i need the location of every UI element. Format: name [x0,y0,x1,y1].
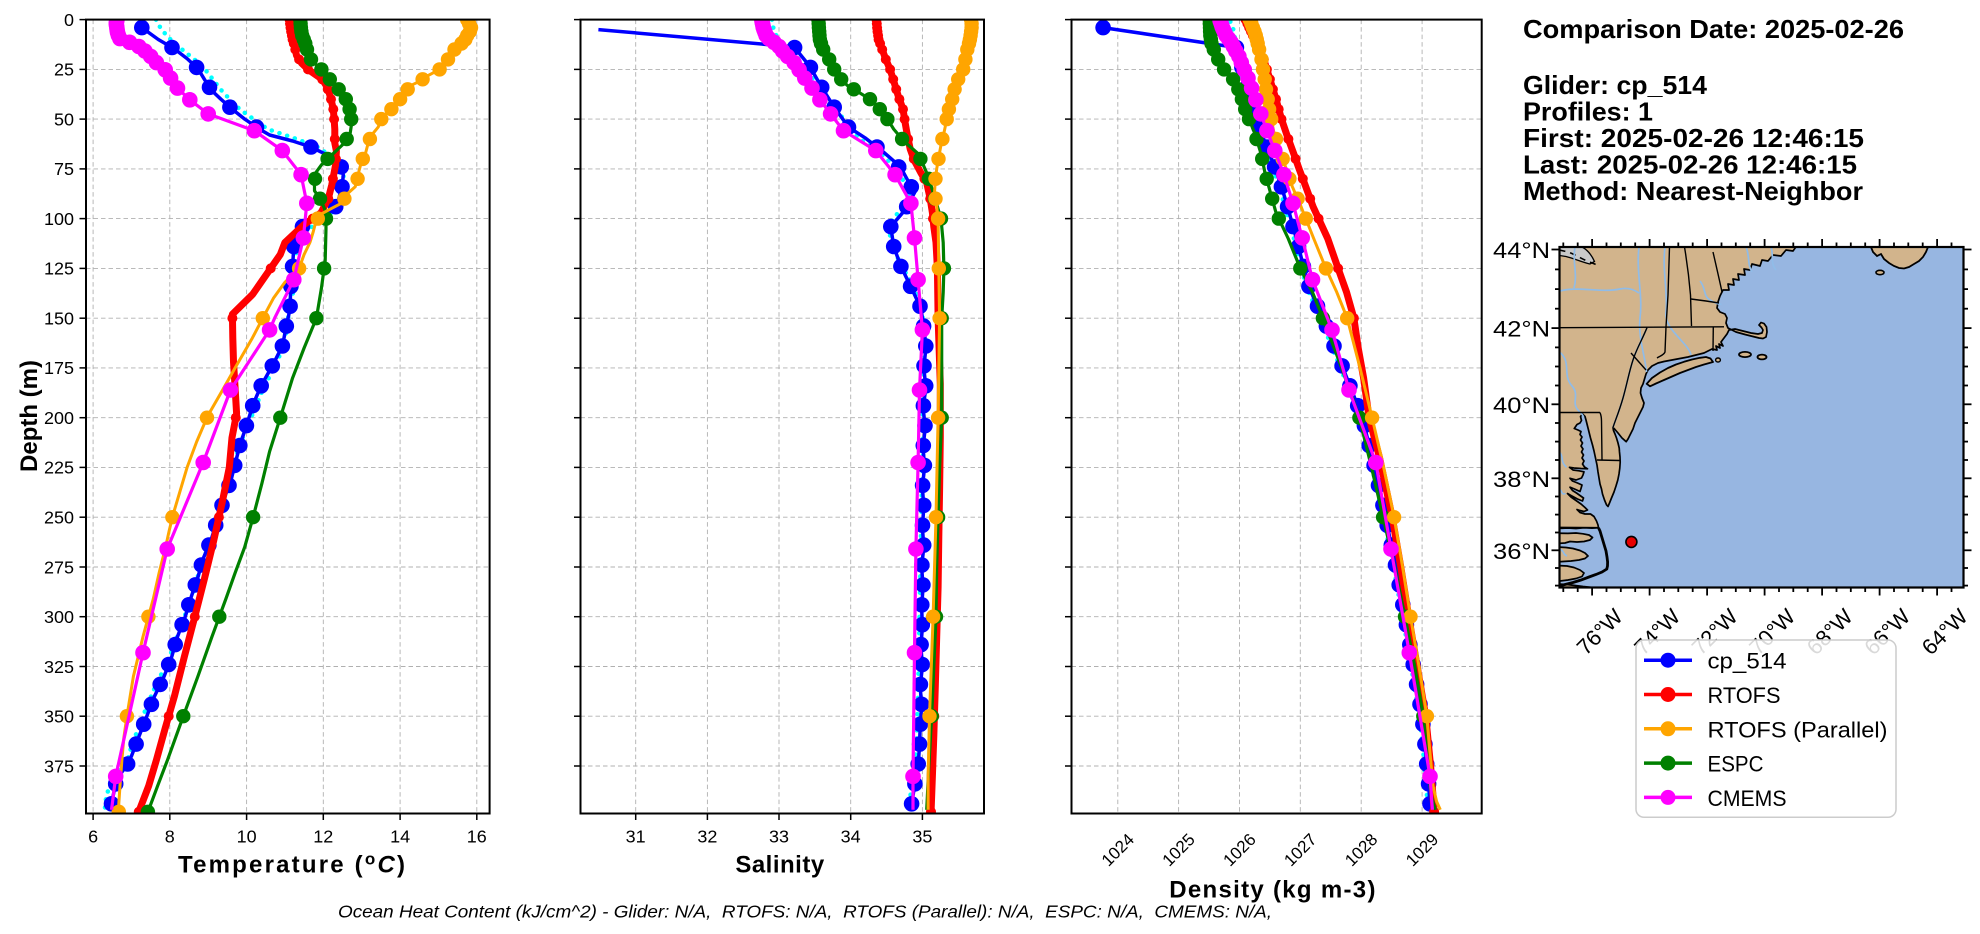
svg-text:RTOFS (Parallel): RTOFS (Parallel) [1708,717,1888,742]
svg-text:Depth (m): Depth (m) [16,360,43,472]
svg-text:40°N: 40°N [1493,393,1550,418]
svg-text:275: 275 [44,557,74,577]
svg-text:34: 34 [841,827,861,847]
svg-text:200: 200 [44,408,74,428]
svg-text:100: 100 [44,209,74,229]
svg-text:14: 14 [390,827,410,847]
svg-text:Density (kg m-3): Density (kg m-3) [1169,877,1377,904]
svg-text:350: 350 [44,707,74,727]
svg-text:First: 2025-02-26 12:46:15: First: 2025-02-26 12:46:15 [1523,123,1864,153]
svg-text:Glider: cp_514: Glider: cp_514 [1523,70,1708,100]
svg-text:33: 33 [769,827,789,847]
svg-text:31: 31 [626,827,646,847]
svg-text:ESPC: ESPC [1708,752,1764,777]
svg-text:150: 150 [44,309,74,329]
svg-text:Last: 2025-02-26 12:46:15: Last: 2025-02-26 12:46:15 [1523,150,1857,180]
svg-text:250: 250 [44,508,74,528]
svg-text:50: 50 [54,109,74,129]
svg-text:36°N: 36°N [1493,539,1550,564]
svg-text:Method: Nearest-Neighbor: Method: Nearest-Neighbor [1523,176,1863,206]
svg-text:125: 125 [44,259,74,279]
svg-text:Ocean Heat Content (kJ/cm^2) -: Ocean Heat Content (kJ/cm^2) - Glider: N… [338,902,1272,922]
svg-text:32: 32 [697,827,717,847]
svg-text:325: 325 [44,657,74,677]
svg-text:Profiles: 1: Profiles: 1 [1523,97,1653,127]
svg-text:cp_514: cp_514 [1708,649,1787,674]
svg-text:12: 12 [313,827,333,847]
svg-text:RTOFS: RTOFS [1708,683,1781,708]
svg-text:38°N: 38°N [1493,467,1550,492]
svg-text:35: 35 [912,827,932,847]
svg-text:375: 375 [44,756,74,776]
svg-text:42°N: 42°N [1493,317,1550,342]
svg-text:0: 0 [64,10,74,30]
svg-text:6: 6 [88,827,98,847]
svg-text:Salinity: Salinity [735,852,825,879]
svg-text:Comparison Date: 2025-02-26: Comparison Date: 2025-02-26 [1523,14,1904,44]
svg-text:10: 10 [237,827,257,847]
svg-text:16: 16 [467,827,487,847]
svg-text:75: 75 [54,159,74,179]
svg-text:300: 300 [44,607,74,627]
svg-text:44°N: 44°N [1493,238,1550,263]
svg-text:CMEMS: CMEMS [1708,786,1787,811]
svg-text:25: 25 [54,60,74,80]
svg-text:8: 8 [165,827,175,847]
svg-text:225: 225 [44,458,74,478]
svg-text:175: 175 [44,358,74,378]
